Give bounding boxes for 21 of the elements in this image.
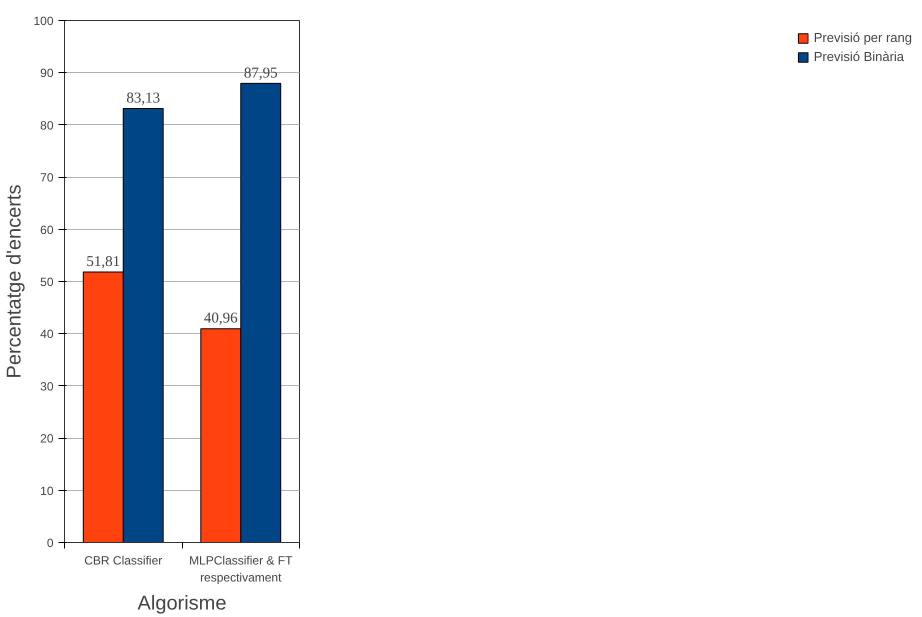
legend-label: Previsió Binària — [814, 49, 904, 64]
y-tick-label: 80 — [40, 118, 54, 132]
x-axis-title: Algorisme — [138, 592, 226, 614]
y-tick-label: 100 — [33, 14, 54, 28]
y-tick-label: 30 — [40, 379, 54, 394]
y-tick-label: 20 — [40, 432, 54, 446]
data-label: 40,96 — [204, 310, 238, 327]
y-tick-label: 0 — [46, 536, 54, 550]
y-axis-title: Percentatge d'encerts — [3, 184, 26, 378]
data-label: 87,95 — [244, 65, 278, 82]
y-tick-label: 50 — [40, 275, 54, 289]
legend-label: Previsió per rang — [814, 30, 912, 45]
x-tick-label: MLPClassifier & FT respectivament — [189, 554, 294, 584]
y-tick-label: 10 — [40, 484, 54, 498]
x-tick-label: CBR Classifier — [84, 554, 162, 568]
y-tick-label: 40 — [40, 327, 54, 342]
y-tick-label: 60 — [40, 222, 54, 237]
data-label: 83,13 — [126, 90, 160, 107]
y-tick-label: 90 — [40, 66, 54, 80]
y-tick-label: 70 — [40, 170, 54, 185]
data-label: 51,81 — [86, 254, 120, 270]
